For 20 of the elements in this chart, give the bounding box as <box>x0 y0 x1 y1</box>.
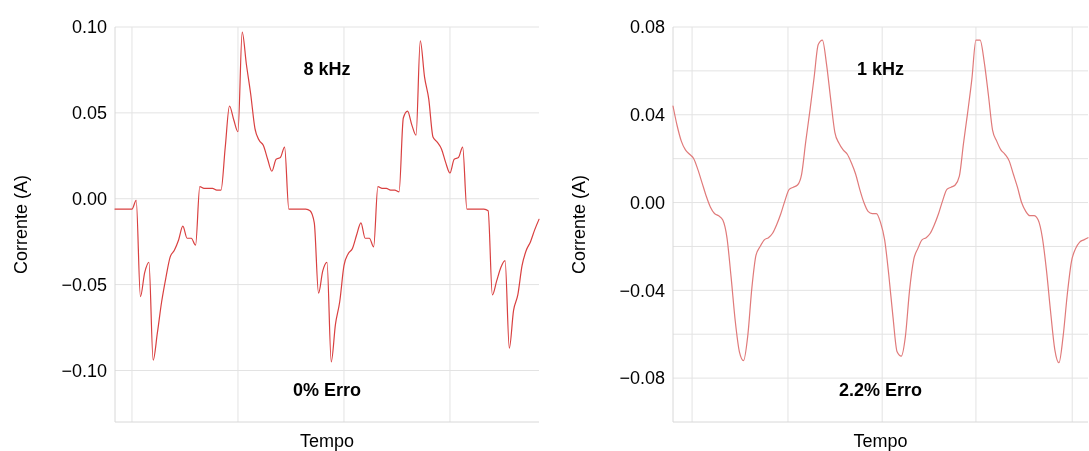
y-axis-title: Corrente (A) <box>11 174 31 275</box>
line-series <box>114 31 540 363</box>
y-tick-label: 0.08 <box>629 17 665 38</box>
y-tick-label: 0.00 <box>71 189 107 210</box>
y-tick-label: 0.05 <box>71 103 107 124</box>
text: 8 kHz <box>303 59 351 79</box>
y-tick-label: 0.00 <box>629 192 665 213</box>
annotation: 2.2% Erro <box>838 380 923 400</box>
x-axis-title: Tempo <box>853 431 908 451</box>
y-tick-label: −0.10 <box>61 360 107 381</box>
y-tick-label: −0.08 <box>619 368 665 389</box>
y-tick-label: 0.10 <box>71 17 107 38</box>
line-series <box>672 39 1089 364</box>
x-axis-title: Tempo <box>299 431 355 451</box>
text: 1 kHz <box>856 59 905 79</box>
y-tick-label: 0.04 <box>629 105 665 126</box>
y-axis-title: Corrente (A) <box>569 174 589 275</box>
y-tick-label: −0.04 <box>619 280 665 301</box>
y-tick-label: −0.05 <box>61 274 107 295</box>
annotation: 0% Erro <box>292 380 362 400</box>
